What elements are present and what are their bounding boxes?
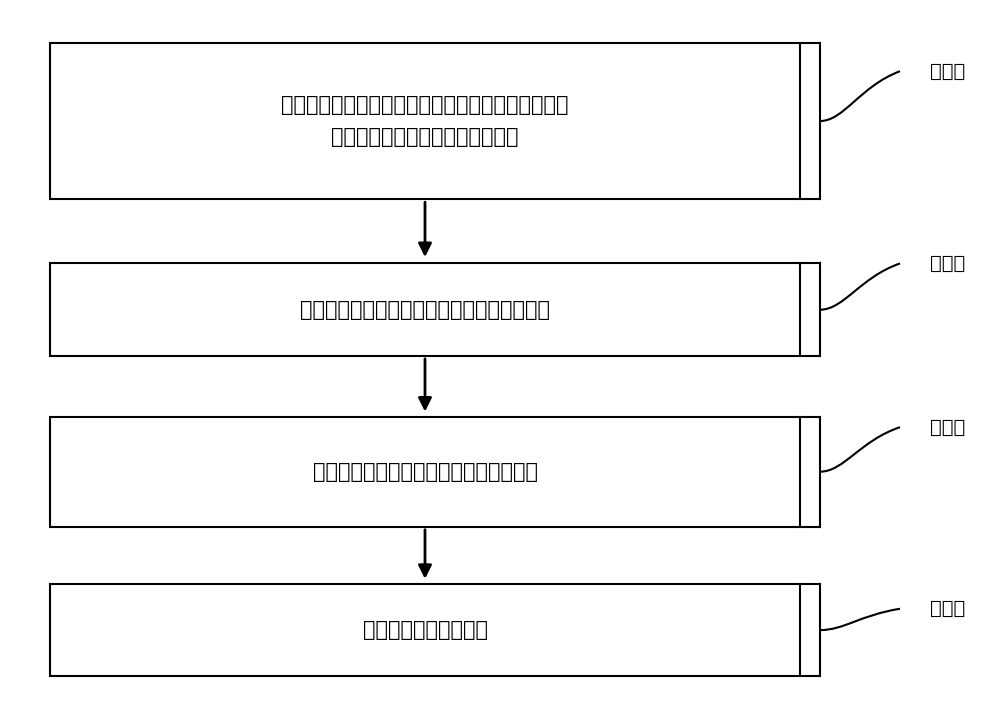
Text: 步骤四: 步骤四 [930,600,965,618]
FancyBboxPatch shape [50,43,800,199]
Text: 确定目标区域残留地层中砾石的搬运距离: 确定目标区域残留地层中砾石的搬运距离 [312,461,538,482]
Text: 挤压构造变形总量计算: 挤压构造变形总量计算 [362,620,488,640]
Text: 步骤二: 步骤二 [930,254,965,273]
Text: 步骤三: 步骤三 [930,418,965,436]
Text: 步骤一: 步骤一 [930,62,965,80]
FancyBboxPatch shape [50,584,800,676]
FancyBboxPatch shape [50,417,800,527]
Text: 确定目标区域残留地层沉积构造背景；所述沉积构造
背景包括：沉积期盆地类型及边界: 确定目标区域残留地层沉积构造背景；所述沉积构造 背景包括：沉积期盆地类型及边界 [281,95,569,147]
FancyBboxPatch shape [50,263,800,356]
Text: 确定目标区域残留地层的物源方向和沉积相带: 确定目标区域残留地层的物源方向和沉积相带 [300,300,550,320]
